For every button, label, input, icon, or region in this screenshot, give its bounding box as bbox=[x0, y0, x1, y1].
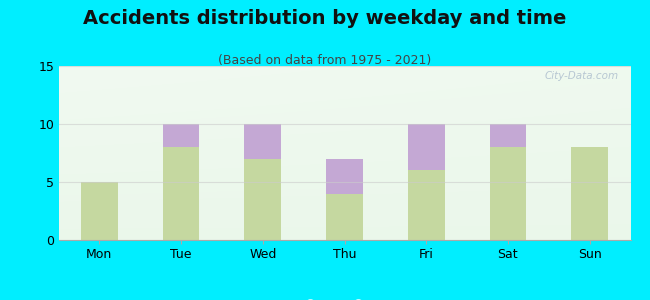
Text: Accidents distribution by weekday and time: Accidents distribution by weekday and ti… bbox=[83, 9, 567, 28]
Bar bbox=[162, 147, 200, 240]
Text: (Based on data from 1975 - 2021): (Based on data from 1975 - 2021) bbox=[218, 54, 432, 67]
Bar bbox=[244, 159, 281, 240]
Bar bbox=[408, 170, 445, 240]
Bar bbox=[162, 124, 200, 147]
Bar bbox=[326, 159, 363, 194]
Bar bbox=[571, 147, 608, 240]
Bar bbox=[326, 194, 363, 240]
Text: City-Data.com: City-Data.com bbox=[545, 71, 619, 81]
Bar bbox=[489, 147, 526, 240]
Bar bbox=[81, 182, 118, 240]
Bar bbox=[244, 124, 281, 159]
Legend: AM, PM: AM, PM bbox=[298, 294, 391, 300]
Bar bbox=[408, 124, 445, 170]
Bar bbox=[489, 124, 526, 147]
